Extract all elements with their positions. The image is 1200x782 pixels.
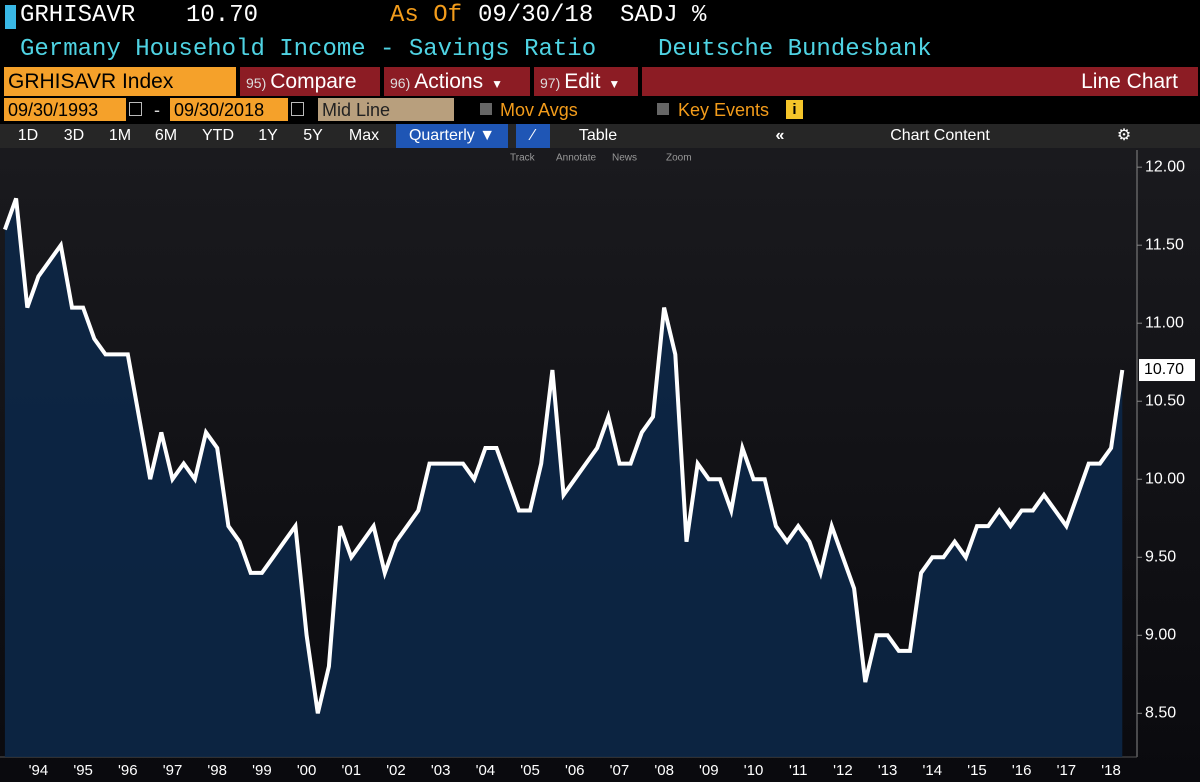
x-tick-label: '01 — [342, 762, 362, 779]
x-tick-label: '18 — [1101, 762, 1121, 779]
settings-icon[interactable]: ⚙ — [1116, 127, 1132, 144]
range-separator: - — [154, 100, 160, 120]
area-fill — [4, 198, 1123, 757]
y-tick-label: 11.50 — [1145, 236, 1184, 253]
tool-label[interactable]: Track — [510, 153, 536, 164]
mov-avgs-label: Mov Avgs — [500, 100, 578, 120]
as-of-label: As Of — [390, 2, 463, 29]
button-label: Compare — [270, 70, 357, 93]
chart-type-bar: Line Chart — [642, 67, 1198, 96]
x-tick-label: '10 — [744, 762, 764, 779]
x-tick-label: '02 — [386, 762, 406, 779]
title-row: Germany Household Income - Savings Ratio… — [0, 34, 1200, 66]
x-tick-label: '97 — [163, 762, 183, 779]
range-row: 09/30/1993 - 09/30/2018 Mid Line Mov Avg… — [0, 98, 1200, 122]
ticker: GRHISAVR — [20, 2, 136, 29]
y-tick-label: 10.50 — [1145, 392, 1185, 409]
chart-icon[interactable]: ⁄ — [516, 124, 550, 148]
chart-type-label: Line Chart — [1081, 70, 1178, 93]
period-tab[interactable]: 3D — [63, 127, 85, 144]
x-tick-label: '12 — [833, 762, 853, 779]
x-tick-label: '05 — [520, 762, 540, 779]
button-code: 96) — [390, 75, 411, 91]
y-tick-label: 8.50 — [1145, 705, 1176, 722]
checkbox[interactable] — [480, 103, 492, 115]
x-tick-label: '98 — [207, 762, 227, 779]
compare-button[interactable]: 95) Compare — [240, 67, 380, 96]
ticker-marker — [5, 5, 16, 29]
series-line — [3, 197, 1125, 714]
button-code: 95) — [246, 75, 267, 91]
period-tab[interactable]: 5Y — [303, 127, 323, 144]
collapse-icon[interactable]: « — [775, 127, 785, 144]
start-date[interactable]: 09/30/1993 — [4, 98, 126, 121]
dropdown-arrow: ▼ — [491, 77, 503, 91]
button-label: Edit — [564, 70, 601, 93]
period-tab[interactable]: YTD — [202, 127, 234, 144]
toolbar: GRHISAVR Index 95) Compare 96) Actions ▼ 97… — [0, 67, 1200, 96]
x-tick-label: '11 — [789, 762, 807, 779]
last-value-label: 10.70 — [1144, 361, 1184, 378]
dropdown-arrow: ▼ — [608, 77, 621, 91]
x-tick-label: '95 — [73, 762, 93, 779]
calendar-icon[interactable] — [291, 102, 304, 116]
line-style-select[interactable]: Mid Line — [318, 98, 454, 121]
button-label: Actions — [414, 70, 484, 93]
end-date[interactable]: 09/30/2018 — [170, 98, 288, 121]
security-field[interactable]: GRHISAVR Index — [4, 67, 236, 96]
key-events-label: Key Events — [678, 100, 770, 120]
chart: Track Annotate News Zoom 8.50 9.00 9.50 10.00 10… — [0, 148, 1200, 782]
calendar-icon[interactable] — [129, 102, 142, 116]
series-title: Germany Household Income - Savings Ratio — [20, 36, 597, 63]
x-tick-label: '13 — [878, 762, 898, 779]
x-tick-label: '14 — [923, 762, 943, 779]
tool-label[interactable]: Annotate — [556, 153, 596, 164]
x-tick-label: '06 — [565, 762, 585, 779]
y-tick-label: 9.50 — [1145, 548, 1176, 565]
tool-label[interactable]: News — [612, 153, 637, 164]
period-tab[interactable]: 1D — [17, 127, 39, 144]
last-value-tag — [1139, 359, 1195, 382]
y-tick-label: 10.00 — [1145, 470, 1185, 487]
units: SADJ % — [620, 2, 707, 29]
source: Deutsche Bundesbank — [658, 36, 932, 63]
period-tab[interactable]: 6M — [154, 127, 178, 144]
period-tab[interactable]: Max — [348, 127, 380, 144]
tabs-row: Quarterly ▼ ⁄ Table « Chart Content ⚙ 1D… — [0, 124, 1200, 148]
x-tick-label: '96 — [118, 762, 138, 779]
x-tick-label: '07 — [610, 762, 630, 779]
x-tick-label: '00 — [297, 762, 317, 779]
header-row: GRHISAVR 10.70 As Of 09/30/18 SADJ % — [0, 0, 1200, 34]
x-tick-label: '16 — [1012, 762, 1032, 779]
last-price: 10.70 — [186, 2, 259, 29]
period-tab[interactable]: 1Y — [258, 127, 278, 144]
x-tick-label: '09 — [699, 762, 719, 779]
x-tick-label: '08 — [654, 762, 674, 779]
period-tab[interactable]: 1M — [108, 127, 132, 144]
frequency-select[interactable]: Quarterly ▼ — [396, 124, 508, 148]
actions-button[interactable]: 96) Actions ▼ — [384, 67, 530, 96]
x-tick-label: '99 — [252, 762, 272, 779]
x-tick-label: '04 — [476, 762, 496, 779]
checkbox[interactable] — [657, 103, 669, 115]
x-tick-label: '17 — [1057, 762, 1077, 779]
x-tick-label: '94 — [29, 762, 49, 779]
x-tick-label: '03 — [431, 762, 451, 779]
tool-label[interactable]: Zoom — [666, 153, 692, 164]
chart-content-tab[interactable]: Chart Content — [890, 127, 990, 144]
button-code: 97) — [540, 75, 561, 91]
y-tick-label: 12.00 — [1145, 158, 1185, 175]
table-tab[interactable]: Table — [578, 127, 618, 144]
x-tick-label: '15 — [967, 762, 987, 779]
y-tick-label: 9.00 — [1145, 627, 1176, 644]
edit-button[interactable]: 97) Edit ▼ — [534, 67, 638, 96]
y-tick-label: 11.00 — [1145, 314, 1184, 331]
info-icon[interactable]: i — [786, 100, 803, 119]
as-of-date: 09/30/18 — [478, 2, 594, 29]
